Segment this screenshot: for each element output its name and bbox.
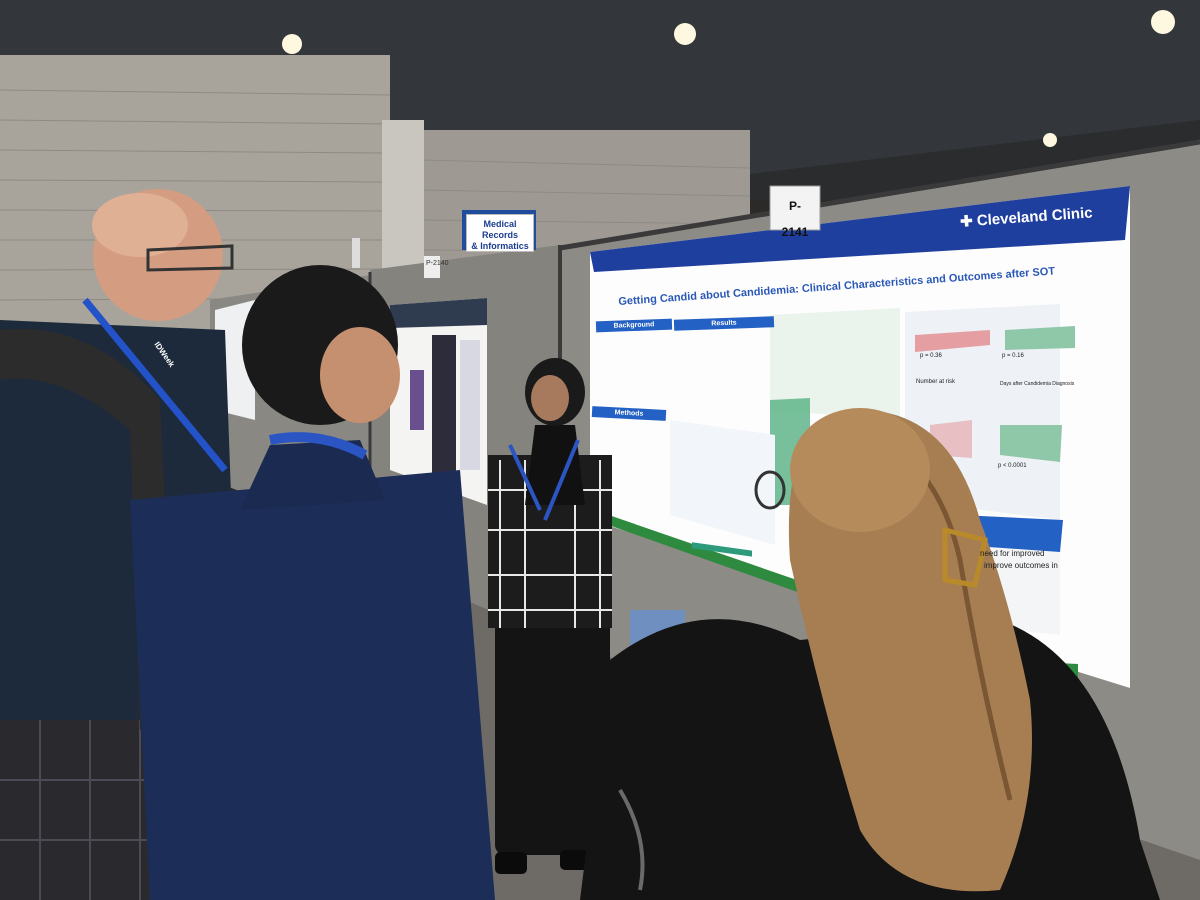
results-table	[770, 308, 900, 420]
km-pvalue-2: p = 0.16	[1002, 353, 1024, 359]
neighbor-booth-tag: P-2140	[426, 260, 449, 267]
km-number-at-risk: Number at risk	[916, 379, 956, 385]
poster-header-bar	[590, 186, 1130, 272]
attendee-navy-blazer	[130, 265, 495, 900]
conclusion-text-1: need for improved	[980, 549, 1045, 558]
conclusion-text-2: improve outcomes in	[984, 561, 1058, 570]
hall-sign-line2: & Informatics	[471, 241, 529, 251]
booth-number-tag: P-2141	[781, 199, 809, 239]
km-pvalue-1: p = 0.36	[920, 353, 942, 359]
hall-sign: Medical Records & Informatics	[466, 214, 534, 252]
km-pvalue-3: p < 0.0001	[998, 463, 1027, 469]
attendee-woman-long-hair	[580, 408, 1160, 900]
presenter	[488, 358, 612, 874]
booth-tag	[769, 185, 821, 231]
cross-icon: ✚	[959, 212, 978, 231]
pillar	[382, 120, 424, 280]
bar-chart	[670, 420, 775, 545]
ceiling-lights	[282, 10, 1175, 150]
km-axis-label: Days after Candidemia Diagnosis	[1000, 381, 1075, 387]
hall-sign-line1: Medical Records	[481, 219, 518, 240]
